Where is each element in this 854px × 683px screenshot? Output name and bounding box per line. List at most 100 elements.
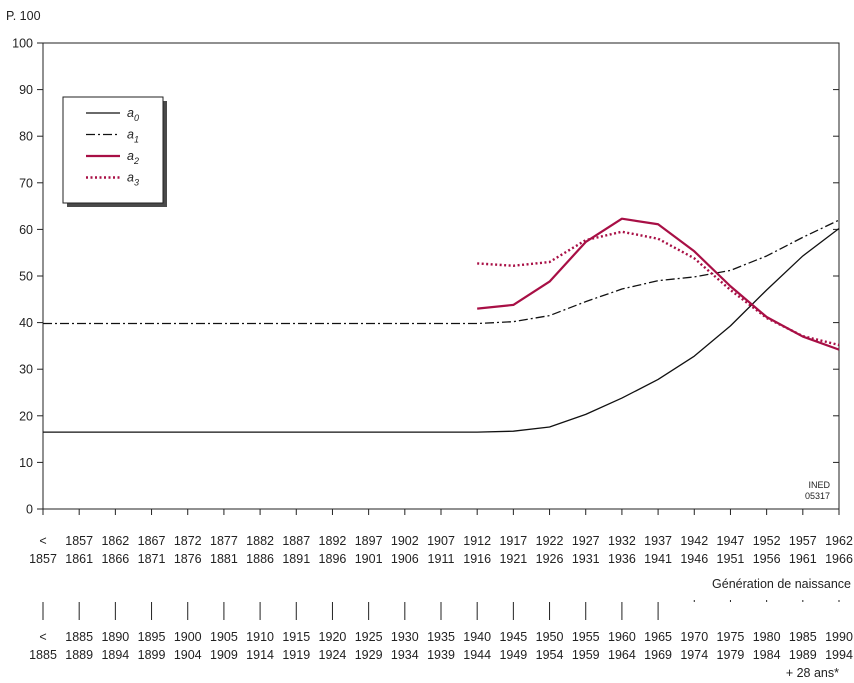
x-tick-label-start: 1887 bbox=[282, 534, 310, 548]
x-bottom-label-end: 1889 bbox=[65, 648, 93, 662]
x-bottom-label-start: 1945 bbox=[499, 630, 527, 644]
x-tick-label-end: 1876 bbox=[174, 552, 202, 566]
legend-label-base: a bbox=[127, 106, 134, 120]
x-tick-label-end: 1881 bbox=[210, 552, 238, 566]
series-line-a0 bbox=[43, 227, 840, 433]
x-tick-label-start: 1927 bbox=[572, 534, 600, 548]
legend-label-base: a bbox=[127, 149, 134, 163]
x-bottom-label-start: 1980 bbox=[753, 630, 781, 644]
x-tick-label-start: 1857 bbox=[65, 534, 93, 548]
x-bottom-label-start: 1940 bbox=[463, 630, 491, 644]
x-tick-label-end: 1941 bbox=[644, 552, 672, 566]
x-bottom-label-end: 1979 bbox=[717, 648, 745, 662]
x-tick-label-end: 1951 bbox=[717, 552, 745, 566]
legend-label-a0: a0 bbox=[127, 106, 139, 123]
x-bottom-label-end: 1974 bbox=[680, 648, 708, 662]
x-bottom-label-start: < bbox=[39, 630, 46, 644]
x-bottom-label-end: 1954 bbox=[536, 648, 564, 662]
x-tick-label-end: 1891 bbox=[282, 552, 310, 566]
credit-label: INED 05317 bbox=[805, 480, 831, 501]
x-tick-label-start: 1917 bbox=[499, 534, 527, 548]
x-tick-label-start: 1942 bbox=[680, 534, 708, 548]
x-axis-top: <1857 1857 1861 1862 1866 1867 1871 1872 1876 187… bbox=[29, 509, 853, 566]
legend-label-a2: a2 bbox=[127, 149, 139, 166]
y-tick-label: 60 bbox=[19, 223, 33, 237]
x-tick-label-start: 1952 bbox=[753, 534, 781, 548]
x-tick-label-start: 1897 bbox=[355, 534, 383, 548]
x-tick-label-end: 1936 bbox=[608, 552, 636, 566]
x-bottom-label-start: 1930 bbox=[391, 630, 419, 644]
y-tick-label: 90 bbox=[19, 83, 33, 97]
x-tick-label-start: 1872 bbox=[174, 534, 202, 548]
x-tick-label-end: 1857 bbox=[29, 552, 57, 566]
x-tick-label-start: 1862 bbox=[101, 534, 129, 548]
x-bottom-label-end: 1909 bbox=[210, 648, 238, 662]
x-bottom-label-start: 1905 bbox=[210, 630, 238, 644]
y-tick-label: 20 bbox=[19, 409, 33, 423]
credit-line-2: 05317 bbox=[805, 491, 830, 501]
x-bottom-label-end: 1899 bbox=[138, 648, 166, 662]
x-bottom-label-start: 1935 bbox=[427, 630, 455, 644]
x-axis-label: Génération de naissance bbox=[712, 577, 851, 591]
x-bottom-label-start: 1900 bbox=[174, 630, 202, 644]
x-bottom-label-start: 1965 bbox=[644, 630, 672, 644]
x-tick-label-end: 1931 bbox=[572, 552, 600, 566]
legend-label-subscript: 2 bbox=[133, 156, 139, 166]
x-bottom-label-start: 1915 bbox=[282, 630, 310, 644]
x-tick-label-end: 1966 bbox=[825, 552, 853, 566]
x-bottom-label-end: 1924 bbox=[319, 648, 347, 662]
x-tick-label-end: 1866 bbox=[101, 552, 129, 566]
y-tick-label: 40 bbox=[19, 316, 33, 330]
x-tick-label-start: 1962 bbox=[825, 534, 853, 548]
x-tick-label-end: 1886 bbox=[246, 552, 274, 566]
x-tick-label-start: 1907 bbox=[427, 534, 455, 548]
y-tick-label: 50 bbox=[19, 270, 33, 284]
x-bottom-label-end: 1939 bbox=[427, 648, 455, 662]
y-tick-label: 30 bbox=[19, 363, 33, 377]
x-bottom-label-start: 1895 bbox=[138, 630, 166, 644]
x-tick-label-end: 1956 bbox=[753, 552, 781, 566]
bottom-note: + 28 ans* bbox=[786, 666, 839, 680]
x-bottom-label-end: 1904 bbox=[174, 648, 202, 662]
y-tick-label: 0 bbox=[26, 503, 33, 517]
legend-label-subscript: 0 bbox=[134, 113, 139, 123]
x-tick-label-end: 1946 bbox=[680, 552, 708, 566]
x-tick-label-start: 1947 bbox=[717, 534, 745, 548]
x-tick-label-end: 1896 bbox=[319, 552, 347, 566]
x-bottom-label-end: 1919 bbox=[282, 648, 310, 662]
x-tick-label-start: 1882 bbox=[246, 534, 274, 548]
x-tick-label-end: 1906 bbox=[391, 552, 419, 566]
x-bottom-label-start: 1975 bbox=[717, 630, 745, 644]
x-bottom-label-end: 1994 bbox=[825, 648, 853, 662]
x-tick-label-end: 1901 bbox=[355, 552, 383, 566]
x-bottom-label-end: 1934 bbox=[391, 648, 419, 662]
y-tick-label: 80 bbox=[19, 130, 33, 144]
x-tick-label-start: 1912 bbox=[463, 534, 491, 548]
x-tick-label-end: 1921 bbox=[499, 552, 527, 566]
x-tick-label-end: 1871 bbox=[138, 552, 166, 566]
x-bottom-label-end: 1885 bbox=[29, 648, 57, 662]
x-bottom-label-start: 1910 bbox=[246, 630, 274, 644]
credit-line-1: INED bbox=[808, 480, 830, 490]
x-tick-label-start: 1892 bbox=[319, 534, 347, 548]
x-axis-bottom: <1885 1885 1889 1890 1894 1895 1899 1900 1904 190… bbox=[29, 630, 853, 662]
x-bottom-label-end: 1964 bbox=[608, 648, 636, 662]
x-bottom-label-start: 1885 bbox=[65, 630, 93, 644]
x-bottom-label-start: 1920 bbox=[319, 630, 347, 644]
x-bottom-label-start: 1990 bbox=[825, 630, 853, 644]
x-tick-label-end: 1916 bbox=[463, 552, 491, 566]
series-line-a1 bbox=[43, 219, 840, 325]
y-axis-label: P. 100 bbox=[6, 9, 41, 23]
x-tick-label-end: 1911 bbox=[428, 552, 455, 566]
x-bottom-label-end: 1984 bbox=[753, 648, 781, 662]
y-tick-label: 100 bbox=[12, 37, 33, 51]
legend-label-base: a bbox=[127, 171, 134, 185]
legend-label-a3: a3 bbox=[127, 171, 139, 188]
series-layer bbox=[43, 217, 840, 433]
x-bottom-label-end: 1894 bbox=[101, 648, 129, 662]
x-tick-label-end: 1961 bbox=[789, 552, 817, 566]
x-tick-label-start: < bbox=[39, 534, 46, 548]
x-bottom-label-end: 1989 bbox=[789, 648, 817, 662]
x-bottom-label-end: 1969 bbox=[644, 648, 672, 662]
